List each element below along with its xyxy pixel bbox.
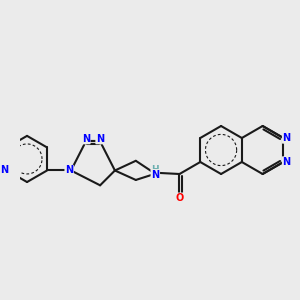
Text: N: N: [0, 166, 8, 176]
Text: N: N: [283, 133, 291, 143]
Text: O: O: [176, 193, 184, 203]
Text: N: N: [151, 169, 159, 180]
Text: H: H: [152, 165, 159, 174]
Text: N: N: [82, 134, 90, 144]
Text: N: N: [65, 166, 73, 176]
Text: N: N: [96, 134, 104, 144]
Text: N: N: [283, 157, 291, 167]
